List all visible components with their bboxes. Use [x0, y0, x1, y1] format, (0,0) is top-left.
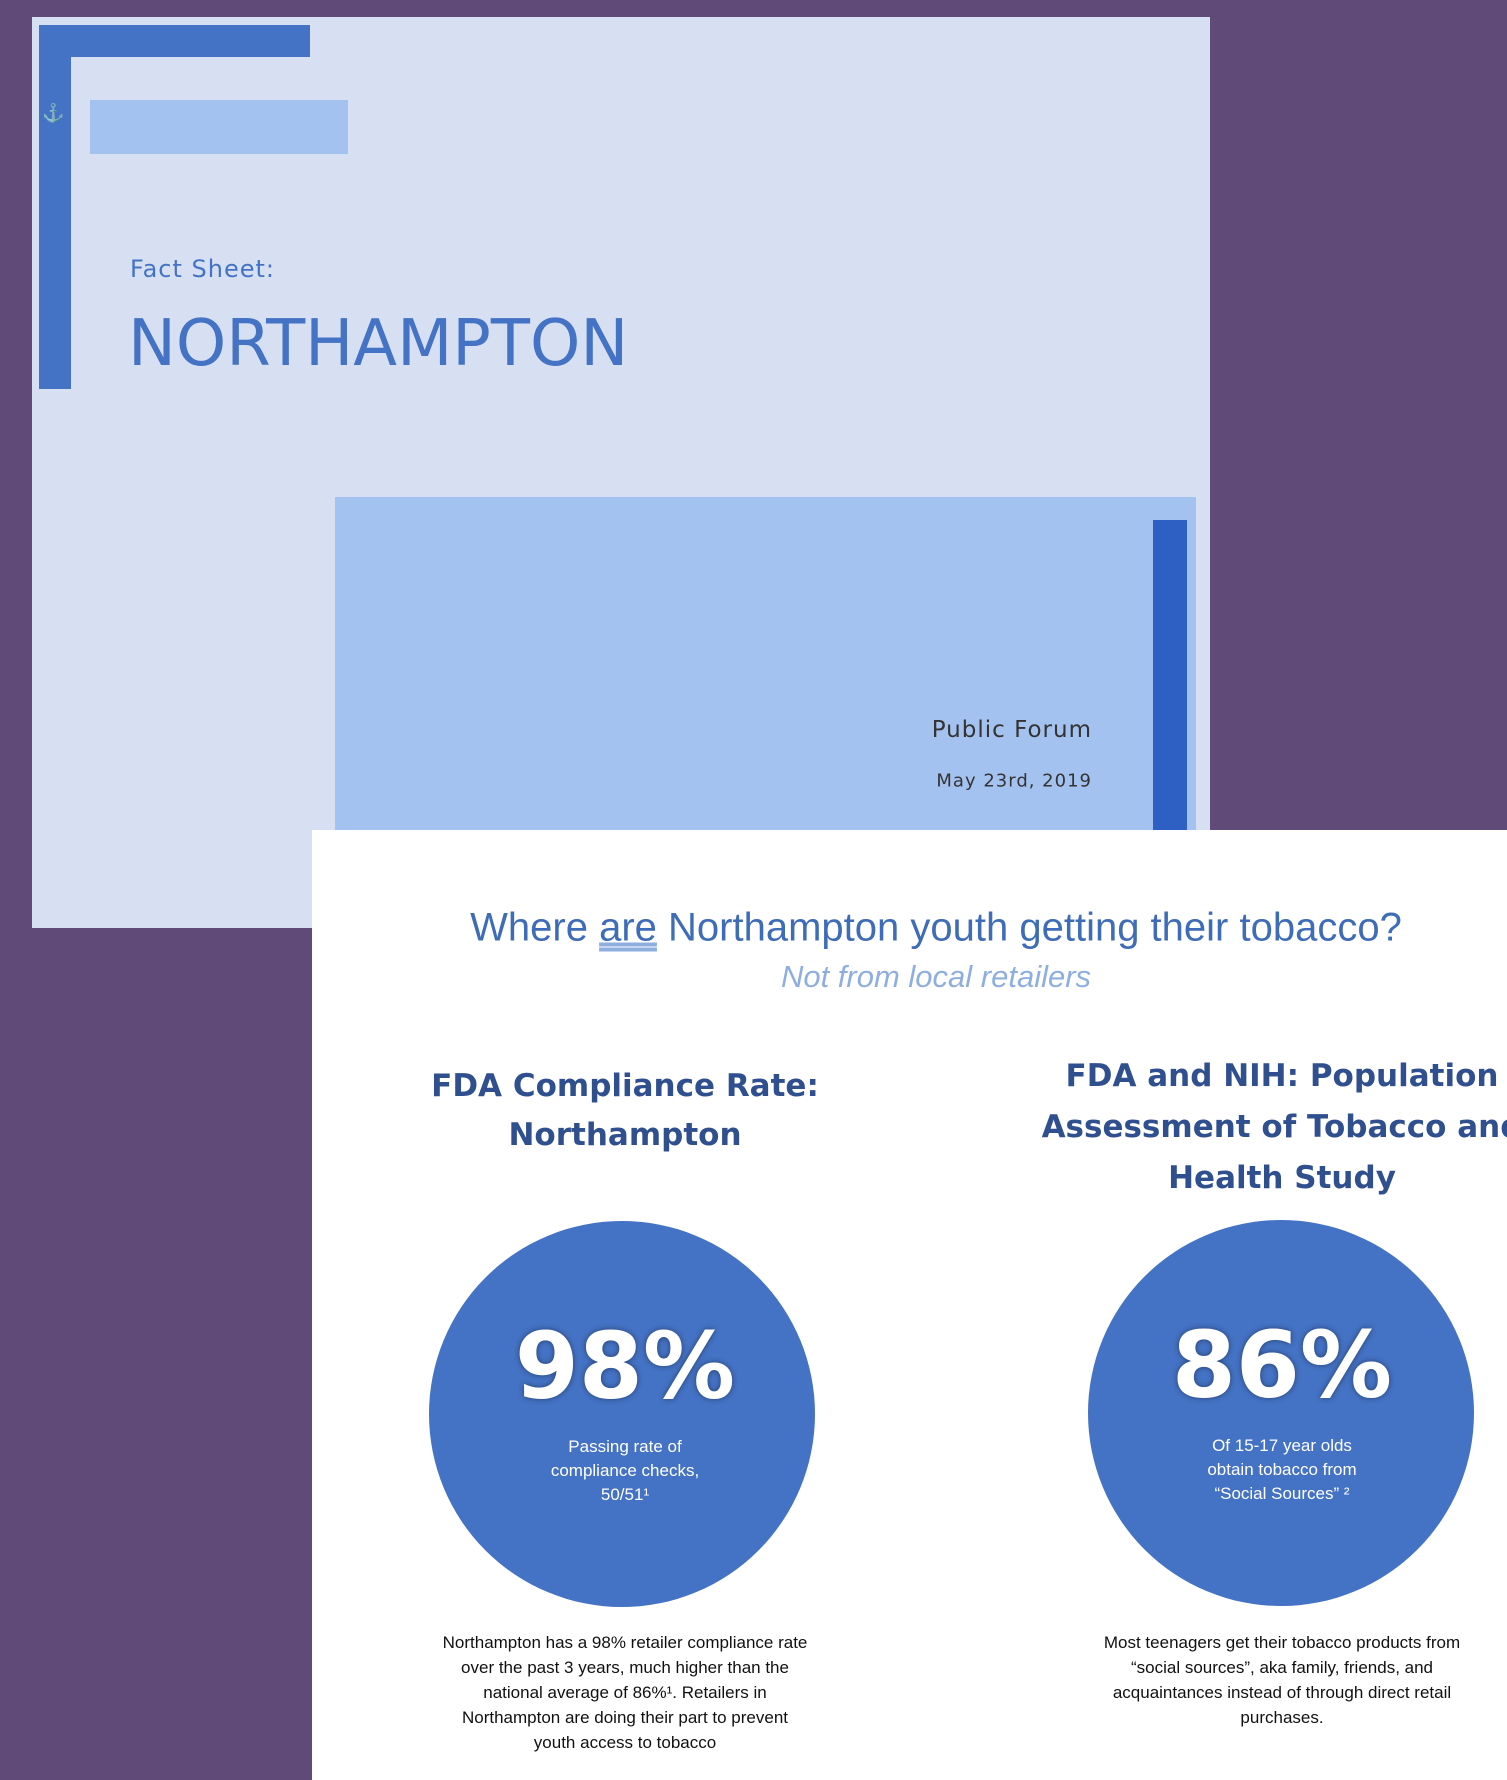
body-text: over the past 3 years, much higher than …: [461, 1658, 789, 1677]
body-text: Northampton are doing their part to prev…: [461, 1708, 789, 1727]
section-heading: Northampton: [508, 1117, 742, 1153]
body-text: purchases.: [1240, 1708, 1324, 1727]
stat-caption: “Social Sources” ²: [1214, 1484, 1350, 1503]
cover-page: ⚓ Fact Sheet: NORTHAMPTON Public Forum M…: [32, 17, 1210, 928]
stat-caption: Passing rate of: [568, 1437, 682, 1456]
section-heading: Health Study: [1168, 1160, 1396, 1196]
section-heading: FDA Compliance Rate:: [431, 1068, 819, 1104]
subtitle: Not from local retailers: [780, 959, 1092, 994]
body-text: youth access to tobacco: [533, 1733, 717, 1752]
accent-block: [90, 100, 348, 154]
fact-page: Where are Northampton youth getting thei…: [312, 830, 1507, 1780]
body-text: Most teenagers get their tobacco product…: [1103, 1633, 1461, 1652]
section-heading: FDA and NIH: Population: [1065, 1058, 1499, 1094]
body-text: acquaintances instead of through direct …: [1112, 1683, 1452, 1702]
body-text: Northampton has a 98% retailer complianc…: [442, 1633, 808, 1652]
body-text: “social sources”, aka family, friends, a…: [1130, 1658, 1434, 1677]
body-text: national average of 86%¹. Retailers in: [483, 1683, 767, 1702]
title-part: Northampton youth getting their tobacco?: [656, 905, 1402, 950]
stat-circle: [429, 1221, 815, 1607]
title-part: Where: [470, 905, 600, 950]
anchor-icon: ⚓: [42, 103, 65, 123]
cover-title: NORTHAMPTON: [128, 307, 629, 381]
label: Fact Sheet:: [130, 255, 276, 283]
stat-value: 86%: [1171, 1311, 1393, 1419]
title-part: are: [599, 905, 657, 950]
stat-caption: compliance checks,: [550, 1461, 700, 1480]
stat-value: 98%: [514, 1312, 736, 1420]
stat-circle: [1088, 1220, 1474, 1606]
date: May 23rd, 2019: [936, 770, 1092, 792]
page-title: Where are Northampton youth getting thei…: [470, 906, 1402, 951]
event: Public Forum: [931, 717, 1092, 743]
accent-bar: [39, 25, 310, 57]
stat-caption: obtain tobacco from: [1207, 1460, 1357, 1479]
stat-caption: 50/51¹: [600, 1485, 650, 1504]
stat-caption: Of 15-17 year olds: [1212, 1436, 1352, 1455]
section-heading: Assessment of Tobacco and: [1041, 1109, 1507, 1145]
accent-bar: [39, 25, 71, 389]
